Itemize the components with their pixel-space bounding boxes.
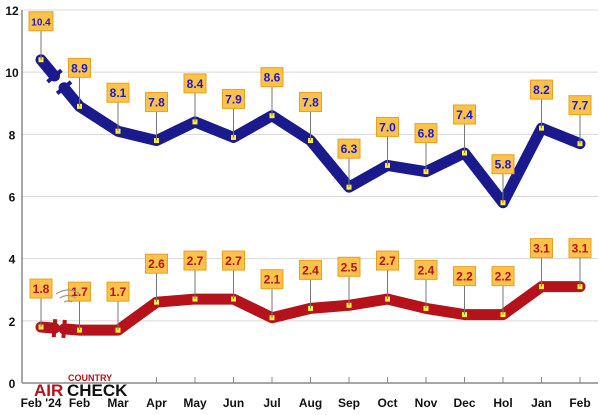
blue-data-label: 5.8: [495, 158, 512, 172]
x-tick-label: Jun: [223, 396, 244, 410]
y-tick-label: 6: [9, 191, 16, 205]
y-tick-label: 8: [9, 128, 16, 142]
red-data-label: 1.7: [71, 285, 88, 299]
data-label-box: [376, 250, 399, 271]
x-tick-label: Feb: [69, 396, 90, 410]
axis-break-mark: [55, 80, 73, 95]
x-tick-label: Oct: [377, 396, 397, 410]
x-tick-label: Jul: [263, 396, 280, 410]
blue-data-label: 7.0: [379, 120, 396, 134]
data-label-box: [222, 250, 245, 271]
data-label-box: [260, 269, 284, 290]
data-label-box: [145, 253, 168, 274]
data-label-box: [491, 266, 515, 287]
x-tick-label: Nov: [415, 396, 438, 410]
red-data-label: 2.2: [495, 270, 512, 284]
data-label-box: [145, 92, 168, 113]
data-label-box: [299, 259, 322, 280]
data-label-box: [491, 154, 515, 175]
data-label-box: [183, 73, 207, 94]
logo-country: COUNTRY: [68, 373, 112, 383]
data-label-box: [260, 67, 284, 88]
data-label-box: [183, 250, 207, 271]
blue-data-label: 10.4: [31, 18, 51, 29]
blue-data-label: 7.8: [148, 96, 165, 110]
x-tick-label: May: [183, 396, 207, 410]
data-label-box: [453, 266, 476, 287]
data-label-box: [106, 82, 130, 103]
red-data-label: 2.7: [225, 254, 242, 268]
x-tick-label: Aug: [299, 396, 322, 410]
country-aircheck-logo: COUNTRY AIR CHECK: [34, 289, 128, 400]
red-data-label: 2.1: [264, 273, 281, 287]
blue-data-label: 8.9: [71, 61, 88, 75]
data-label-box: [28, 11, 54, 32]
data-label-box: [414, 259, 438, 280]
y-tick-label: 2: [9, 315, 16, 329]
data-label-box: [376, 116, 399, 137]
data-label-box: [414, 123, 438, 144]
red-data-label: 1.7: [110, 285, 127, 299]
red-data-label: 2.2: [456, 270, 473, 284]
red-data-label: 2.7: [379, 254, 396, 268]
axis-break-mark: [51, 319, 58, 338]
data-label-box: [106, 281, 130, 302]
blue-series-line-start: [35, 54, 60, 82]
y-tick-label: 4: [9, 253, 16, 267]
x-tick-label: Feb: [569, 396, 590, 410]
x-tick-label: Sep: [338, 396, 360, 410]
red-data-label: 2.6: [148, 257, 165, 271]
red-data-label: 3.1: [533, 242, 550, 256]
logo-check: CHECK: [67, 381, 128, 400]
blue-data-label: 7.4: [456, 108, 473, 122]
data-label-box: [568, 238, 592, 259]
x-tick-label: Dec: [453, 396, 475, 410]
axis-break-mark: [61, 319, 67, 339]
data-label-box: [222, 88, 245, 109]
blue-data-label: 8.4: [187, 77, 204, 91]
blue-data-label: 7.8: [302, 96, 319, 110]
blue-data-label: 7.9: [225, 92, 242, 106]
y-tick-label: 12: [5, 4, 19, 18]
blue-data-label: 8.6: [264, 71, 281, 85]
x-tick-label: Mar: [107, 396, 129, 410]
blue-data-label: 8.2: [533, 83, 550, 97]
y-tick-label: 10: [5, 66, 19, 80]
blue-data-label: 8.1: [110, 86, 127, 100]
data-label-box: [299, 92, 322, 113]
data-label-box: [530, 238, 553, 259]
logo-air: AIR: [34, 381, 63, 400]
y-tick-label: 0: [9, 377, 16, 391]
data-label-box: [337, 256, 361, 277]
x-tick-label: Jan: [531, 396, 552, 410]
red-data-label: 1.8: [33, 282, 50, 296]
data-label-box: [568, 95, 592, 116]
data-label-box: [530, 79, 553, 100]
x-tick-label: Feb '24: [21, 396, 62, 410]
red-data-label: 2.7: [187, 254, 204, 268]
red-data-label: 2.4: [302, 263, 319, 277]
axis-break-mark: [46, 68, 63, 84]
x-tick-label: Apr: [146, 396, 167, 410]
red-data-label: 2.4: [418, 263, 435, 277]
red-data-label: 2.5: [341, 260, 358, 274]
data-label-box: [68, 57, 91, 78]
blue-data-label: 7.7: [572, 99, 589, 113]
data-label-box: [337, 138, 361, 159]
blue-data-label: 6.3: [341, 142, 358, 156]
data-label-box: [453, 104, 476, 125]
blue-data-label: 6.8: [418, 127, 435, 141]
data-label-box: [29, 278, 53, 299]
x-tick-label: Hol: [493, 396, 512, 410]
red-data-label: 3.1: [572, 242, 589, 256]
